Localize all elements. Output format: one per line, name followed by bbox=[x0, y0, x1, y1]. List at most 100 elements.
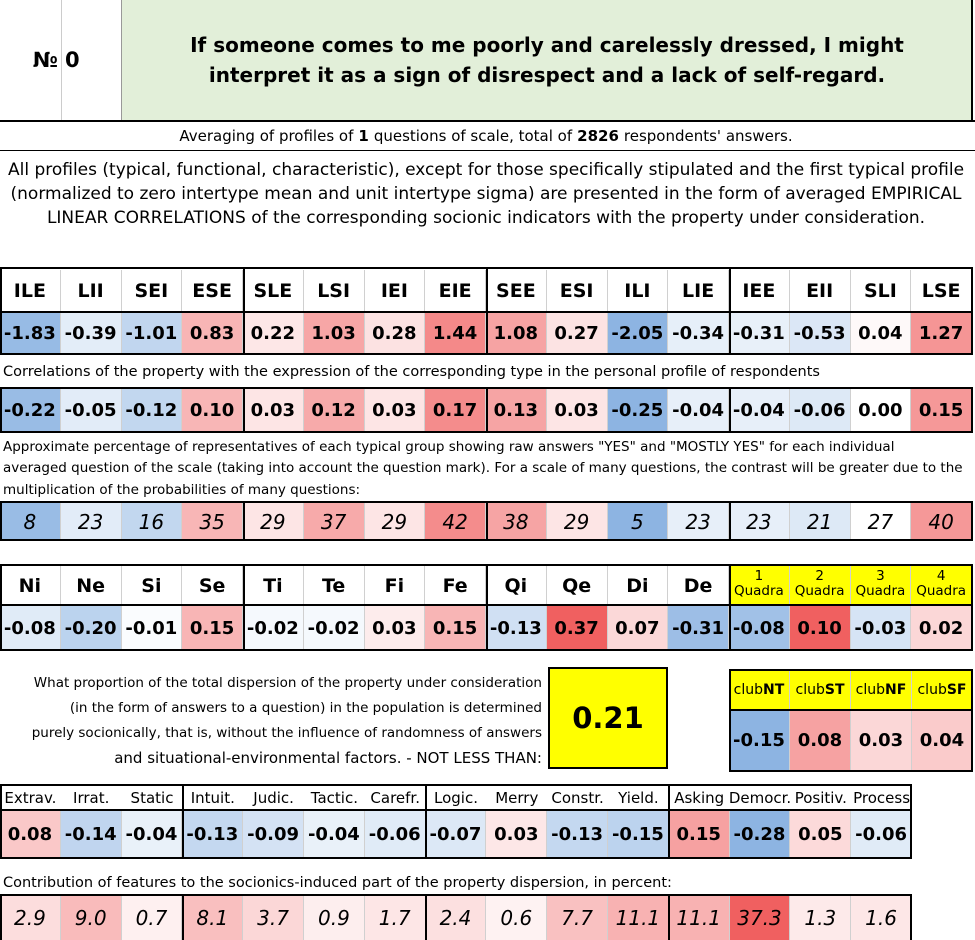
quadra-label: Quadra bbox=[916, 583, 967, 599]
quadra-label: Quadra bbox=[733, 583, 784, 599]
type-correlation: -0.06 bbox=[789, 388, 851, 432]
dichotomy-contribution: 0.6 bbox=[486, 896, 548, 940]
dichotomy-value: -0.04 bbox=[304, 811, 365, 858]
dichotomy-name: Process bbox=[853, 788, 911, 807]
club-prefix: club bbox=[855, 682, 886, 698]
club-prefix: club bbox=[733, 682, 764, 698]
dichotomy-value: 0.03 bbox=[486, 811, 548, 858]
border bbox=[182, 895, 184, 940]
quadra-value: 0.02 bbox=[911, 606, 972, 650]
type-correlation: 0.17 bbox=[425, 388, 486, 432]
type-value: -1.01 bbox=[121, 312, 183, 354]
dichotomy-value: 0.05 bbox=[790, 811, 852, 858]
type-name: ESE bbox=[182, 270, 243, 312]
border bbox=[486, 565, 488, 650]
quadra-value: -0.08 bbox=[729, 606, 790, 650]
quadra-label: Quadra bbox=[855, 583, 906, 599]
function-value: -0.02 bbox=[303, 606, 365, 650]
border bbox=[0, 785, 2, 858]
type-value: 0.28 bbox=[364, 312, 426, 354]
function-value: -0.31 bbox=[668, 606, 729, 650]
club-name: club SF bbox=[912, 670, 973, 710]
type-name: SLE bbox=[243, 270, 304, 312]
type-value: 1.08 bbox=[486, 312, 547, 354]
number-sign: № bbox=[0, 0, 62, 120]
function-value: -0.02 bbox=[243, 606, 304, 650]
quadra-value: -0.03 bbox=[850, 606, 912, 650]
description-line: All profiles (typical, functional, chara… bbox=[7, 160, 965, 180]
border bbox=[0, 388, 2, 432]
function-name: Qi bbox=[486, 566, 547, 605]
dichotomy-contribution: 37.3 bbox=[729, 896, 791, 940]
function-name: Fe bbox=[425, 566, 486, 605]
function-name: Se bbox=[182, 566, 243, 605]
type-percentage: 5 bbox=[607, 503, 669, 540]
border bbox=[0, 120, 975, 122]
border bbox=[182, 785, 184, 858]
type-value: -0.31 bbox=[729, 312, 790, 354]
type-value: 1.03 bbox=[303, 312, 365, 354]
type-name: LSE bbox=[911, 270, 972, 312]
function-name: Fi bbox=[365, 566, 426, 605]
dispersion-text: and situational-environmental factors. -… bbox=[114, 748, 542, 767]
type-correlation: 0.10 bbox=[182, 388, 243, 432]
border bbox=[243, 388, 245, 432]
quadra-number: 1 bbox=[754, 568, 764, 584]
type-name: SEI bbox=[122, 270, 183, 312]
type-value: 0.22 bbox=[243, 312, 304, 354]
border bbox=[486, 388, 488, 432]
dichotomy-name: Carefr. bbox=[370, 788, 420, 807]
type-percentage: 8 bbox=[0, 503, 61, 540]
type-percentage: 23 bbox=[729, 503, 790, 540]
border bbox=[729, 268, 731, 354]
border bbox=[0, 353, 973, 355]
dichotomy-contribution: 7.7 bbox=[547, 896, 608, 940]
dichotomy-contribution: 0.9 bbox=[304, 896, 365, 940]
contribution-caption: Contribution of features to the socionic… bbox=[3, 875, 672, 891]
type-value: -1.83 bbox=[0, 312, 61, 354]
border bbox=[425, 785, 427, 858]
dichotomy-name: Extrav. bbox=[4, 788, 57, 807]
function-name: Ti bbox=[243, 566, 304, 605]
type-name: ESI bbox=[547, 270, 608, 312]
dichotomy-value: 0.15 bbox=[668, 811, 730, 858]
border bbox=[729, 709, 973, 711]
type-name: SEE bbox=[486, 270, 547, 312]
type-correlation: -0.04 bbox=[729, 388, 790, 432]
type-correlation: 0.03 bbox=[546, 388, 608, 432]
border bbox=[0, 895, 2, 940]
type-correlation: 0.00 bbox=[850, 388, 912, 432]
quadra-name: 2 Quadra bbox=[789, 566, 851, 605]
type-percentage: 42 bbox=[425, 503, 486, 540]
dichotomy-name: Intuit. bbox=[190, 788, 235, 807]
type-name: LIE bbox=[668, 270, 729, 312]
border bbox=[243, 268, 245, 354]
dichotomy-contribution: 1.3 bbox=[790, 896, 852, 940]
club-value: -0.15 bbox=[729, 710, 790, 770]
dichotomy-value: -0.13 bbox=[547, 811, 608, 858]
number: 0 bbox=[62, 0, 122, 120]
dichotomy-contribution: 3.7 bbox=[243, 896, 304, 940]
border bbox=[910, 895, 912, 940]
questions: 1 bbox=[358, 127, 369, 145]
club-code: SF bbox=[946, 682, 967, 698]
type-correlation: -0.04 bbox=[668, 388, 729, 432]
border bbox=[729, 669, 731, 771]
quadra-value: 0.10 bbox=[789, 606, 851, 650]
description-line: LINEAR CORRELATIONS of the corresponding… bbox=[46, 208, 926, 228]
dichotomy-value: -0.07 bbox=[425, 811, 487, 858]
type-percentage: 21 bbox=[789, 503, 851, 540]
function-name: Ne bbox=[61, 566, 122, 605]
type-percentage: 29 bbox=[364, 503, 426, 540]
border bbox=[729, 770, 973, 772]
type-correlation: -0.25 bbox=[607, 388, 669, 432]
type-value: 1.27 bbox=[911, 312, 972, 354]
quadra-name: 3 Quadra bbox=[850, 566, 912, 605]
type-value: 0.83 bbox=[182, 312, 243, 354]
type-name: ILI bbox=[608, 270, 669, 312]
dichotomy-value: -0.06 bbox=[851, 811, 912, 858]
dichotomy-contribution: 8.1 bbox=[182, 896, 244, 940]
club-value: 0.04 bbox=[912, 710, 973, 770]
function-value: -0.08 bbox=[0, 606, 61, 650]
dichotomy-name: Constr. bbox=[551, 788, 604, 807]
